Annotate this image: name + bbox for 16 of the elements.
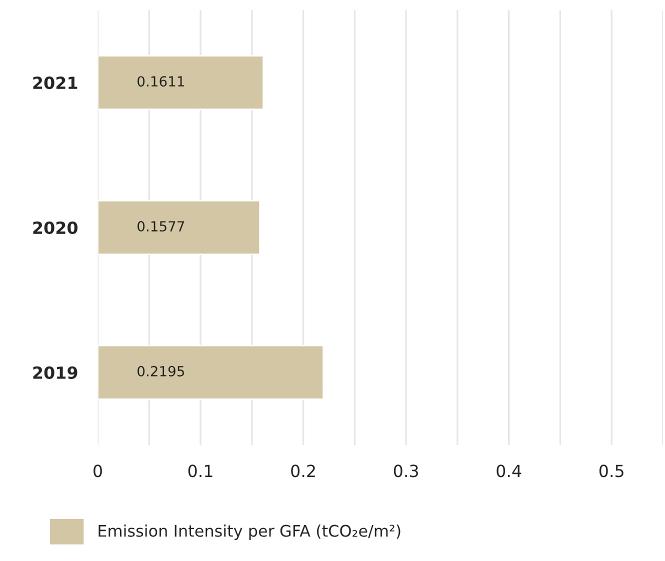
x-tick-label: 0 — [94, 464, 102, 478]
x-tick-label: 0.2 — [291, 464, 315, 478]
x-tick-label: 0.4 — [496, 464, 522, 478]
y-tick-label: 2021 — [33, 76, 78, 90]
data-label: 0.2195 — [138, 366, 184, 376]
bar — [98, 200, 261, 255]
legend-label: Emission Intensity per GFA (tCO₂e/m²) — [98, 524, 400, 540]
data-label: 0.1611 — [138, 76, 184, 87]
y-tick-label: 2019 — [33, 366, 78, 379]
bar — [98, 344, 324, 400]
x-tick-label: 0.5 — [599, 464, 624, 478]
bar — [98, 55, 264, 110]
data-label: 0.1577 — [138, 221, 184, 232]
y-tick-label: 2020 — [33, 221, 78, 234]
x-tick-label: 0.1 — [188, 464, 212, 478]
x-tick-label: 0.3 — [394, 464, 418, 478]
